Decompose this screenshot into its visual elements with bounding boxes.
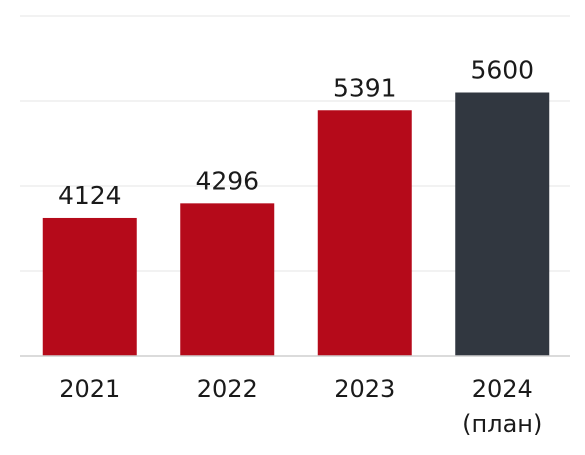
- bar-2023: [317, 110, 412, 356]
- bar-2021: [42, 217, 137, 356]
- data-label-2022: 4296: [195, 166, 259, 195]
- bar-2022: [180, 203, 275, 356]
- data-label-2024: 5600: [470, 56, 534, 85]
- data-label-2023: 5391: [333, 73, 397, 102]
- x-tick-labels: 2021 2022 2023 2024 (план): [59, 375, 542, 438]
- bars: [42, 92, 550, 356]
- x-tick-label-2021: 2021: [59, 375, 120, 403]
- data-labels: 4124 4296 5391 5600: [58, 56, 534, 210]
- x-tick-label-2023: 2023: [334, 375, 395, 403]
- bar-2024: [455, 92, 550, 356]
- x-tick-label-2022: 2022: [197, 375, 258, 403]
- data-label-2021: 4124: [58, 181, 122, 210]
- x-tick-label-2024: 2024: [472, 375, 533, 403]
- x-tick-sublabel-2024: (план): [462, 410, 542, 438]
